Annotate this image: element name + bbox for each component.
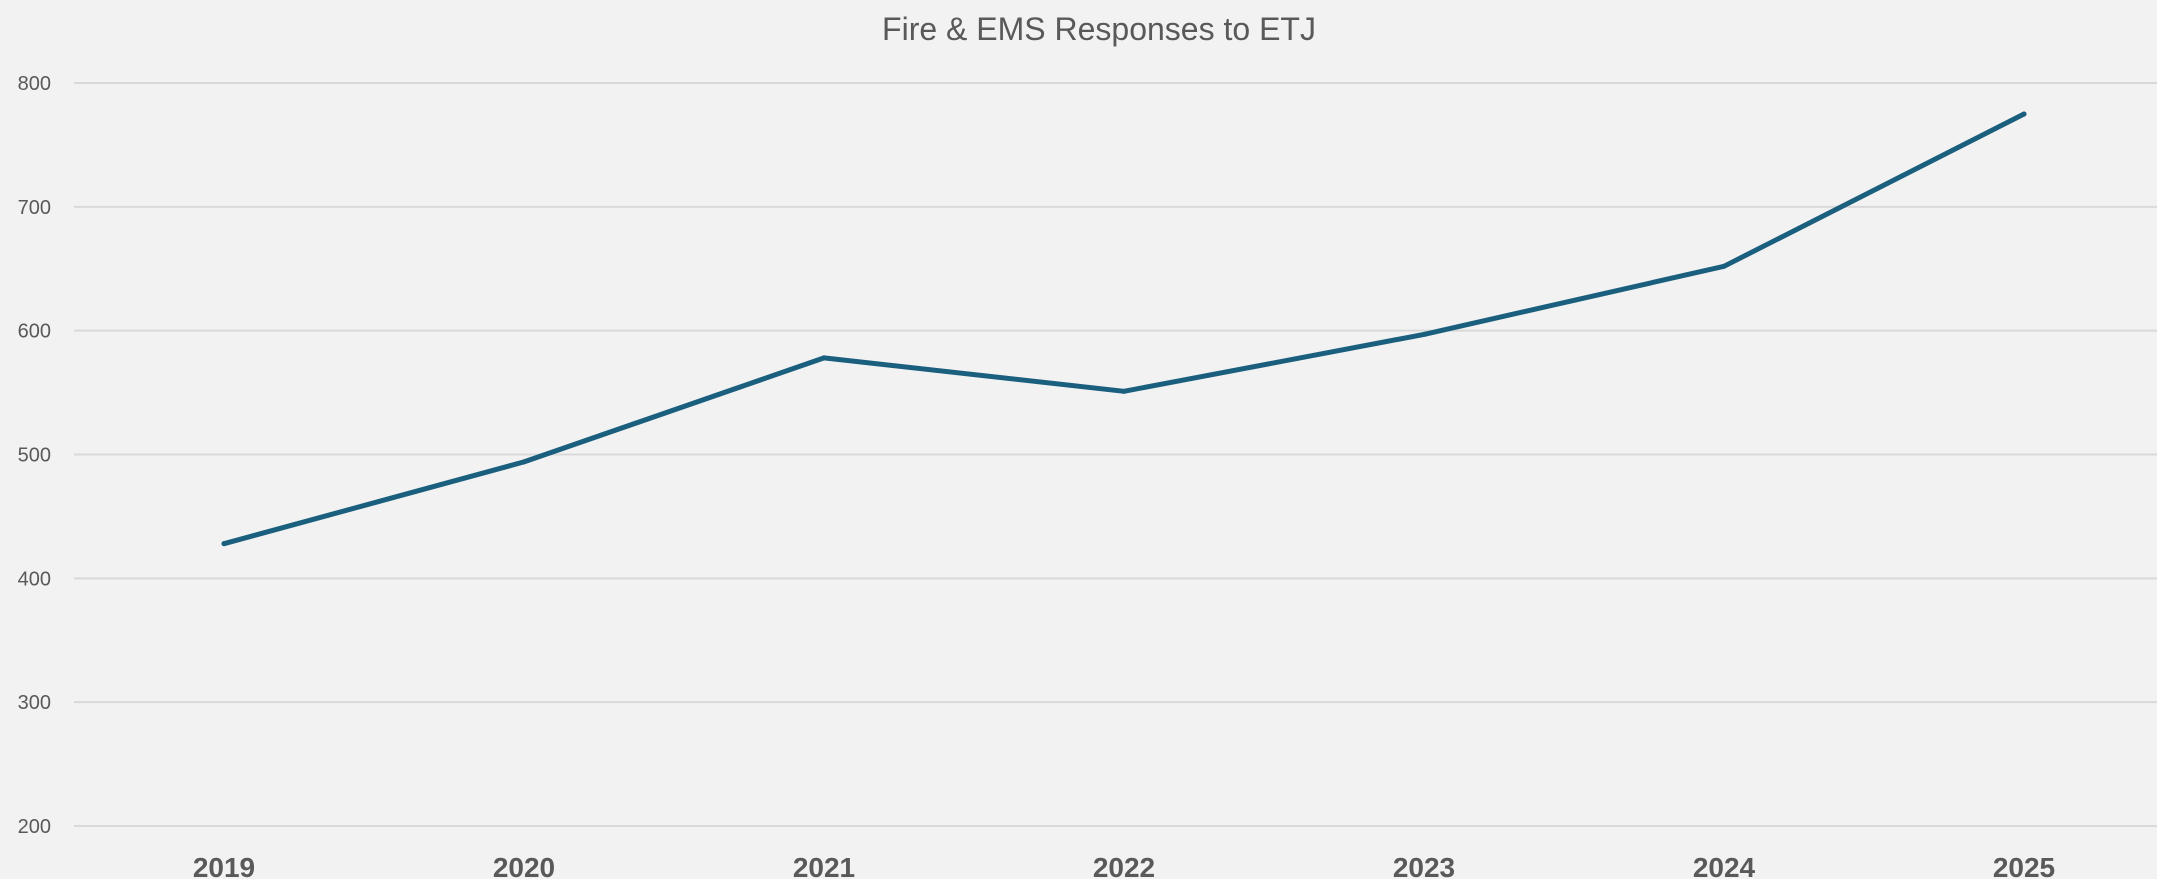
y-tick-label: 400: [18, 568, 51, 590]
data-point: [1421, 331, 1427, 337]
series-layer: [221, 111, 2027, 547]
x-tick-label: 2021: [793, 852, 855, 879]
y-tick-label: 500: [18, 445, 51, 467]
y-tick-label: 800: [18, 73, 51, 95]
data-point: [1121, 388, 1127, 394]
data-point: [521, 459, 527, 465]
data-point: [221, 541, 227, 547]
x-tick-label: 2020: [493, 852, 555, 879]
x-tick-label: 2024: [1693, 852, 1756, 879]
y-tick-label: 300: [18, 692, 51, 714]
x-tick-label: 2022: [1093, 852, 1155, 879]
y-axis-ticks: 200 300 400 500 600 700 800: [18, 73, 51, 838]
x-tick-label: 2019: [193, 852, 255, 879]
series-line: [221, 111, 2027, 547]
gridlines: [74, 82, 2157, 827]
data-point: [1721, 263, 1727, 269]
y-tick-label: 600: [18, 321, 51, 343]
y-tick-label: 700: [18, 197, 51, 219]
x-axis-ticks: 2019 2020 2021 2022 2023 2024 2025: [193, 852, 2055, 879]
x-tick-label: 2023: [1393, 852, 1455, 879]
data-point: [821, 355, 827, 361]
x-tick-label: 2025: [1993, 852, 2055, 879]
y-tick-label: 200: [18, 816, 51, 838]
data-point: [2021, 111, 2027, 117]
chart-title: Fire & EMS Responses to ETJ: [882, 11, 1316, 47]
